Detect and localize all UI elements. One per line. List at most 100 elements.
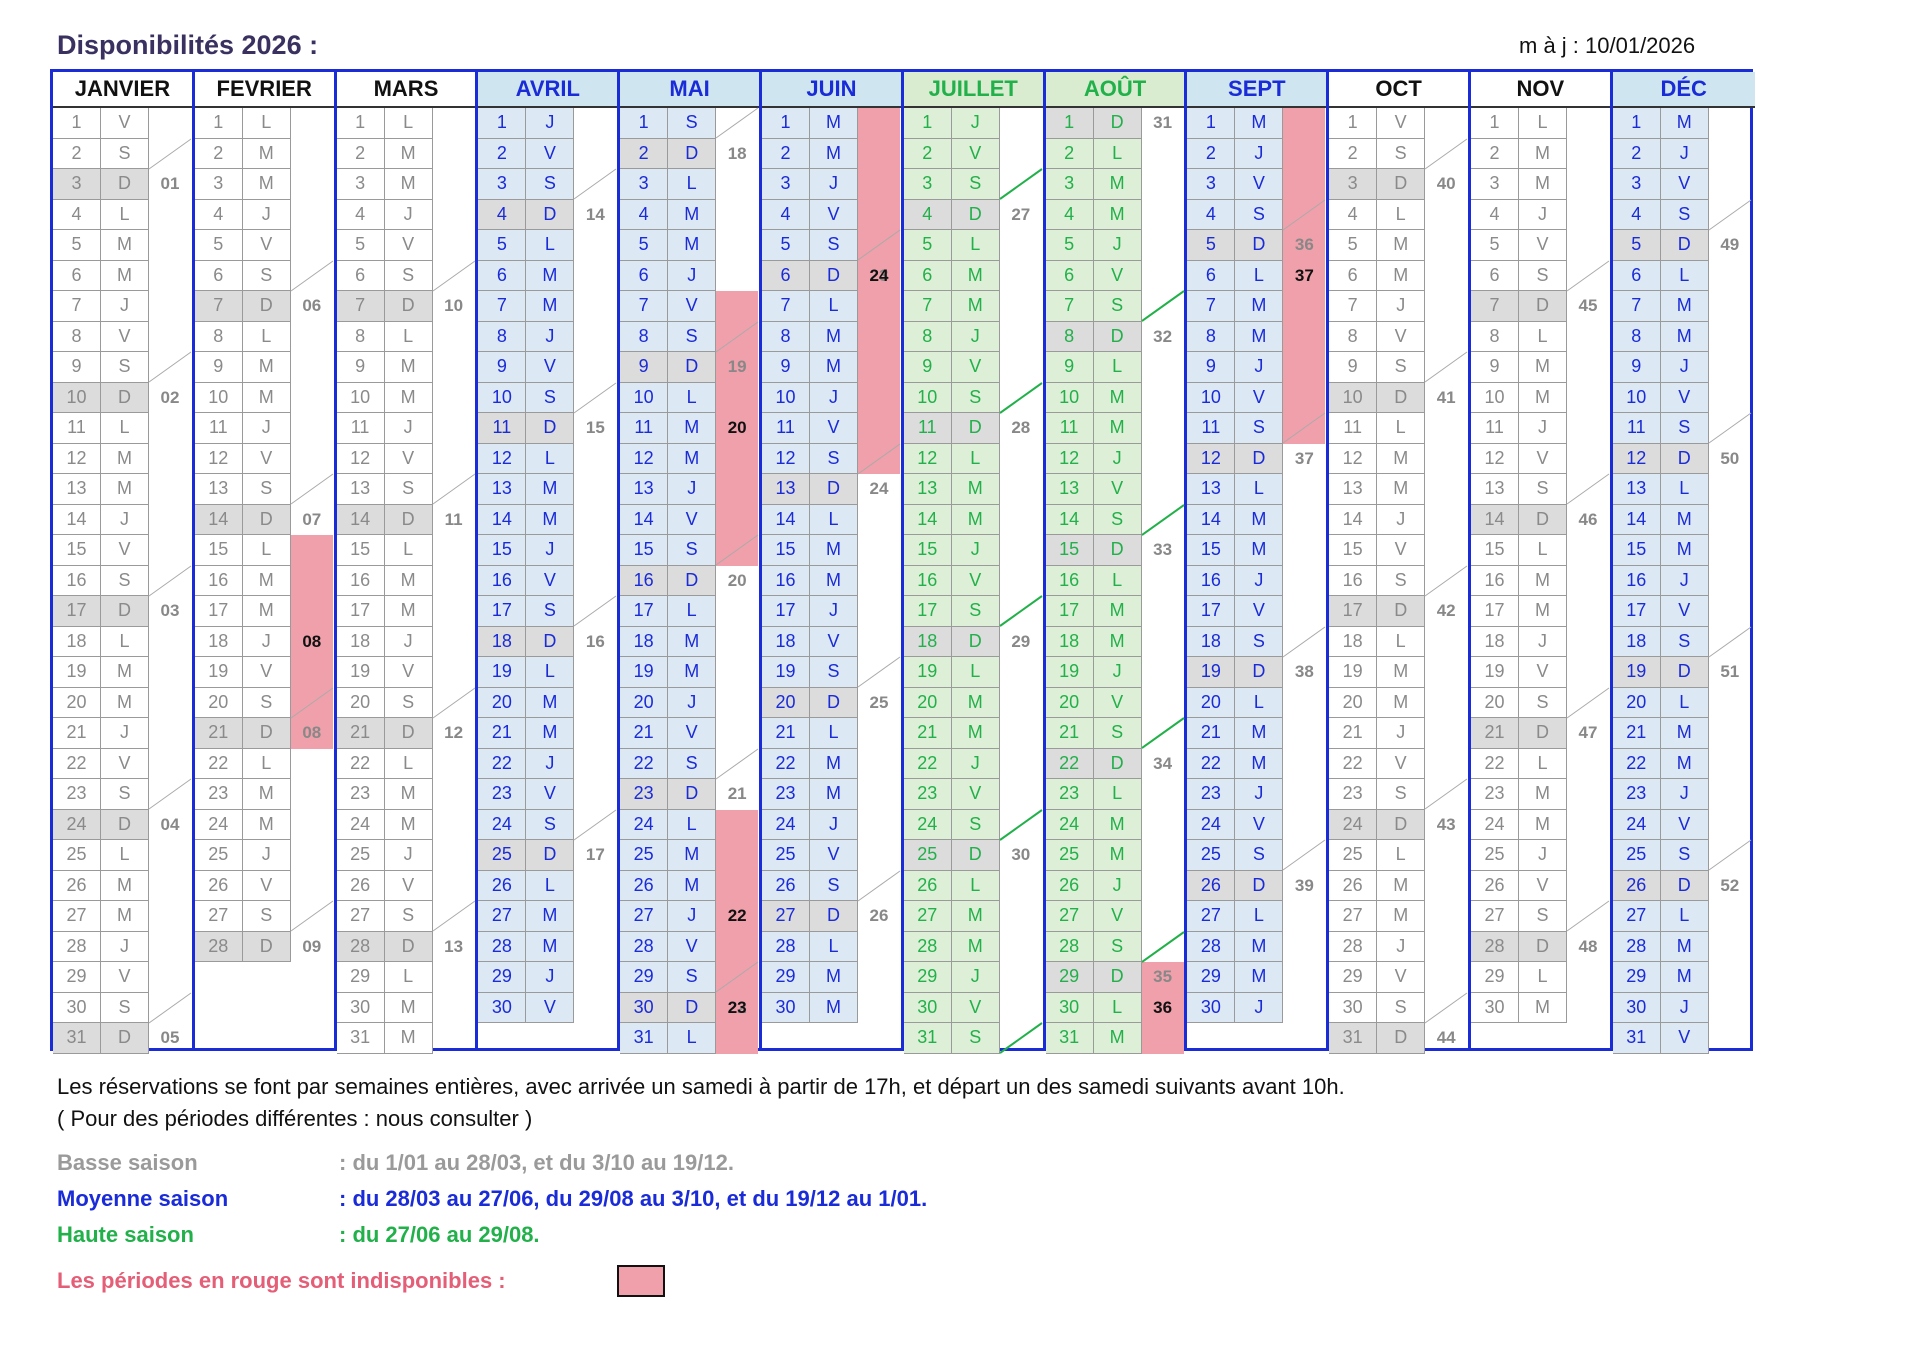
day-row: 19 S: [762, 656, 901, 688]
day-row: 29 D 35: [1045, 962, 1185, 993]
day-row: 13 S: [1471, 473, 1610, 505]
day-letter: D: [1235, 230, 1284, 261]
day-letter: M: [1660, 931, 1709, 962]
day-letter: D: [101, 382, 149, 413]
day-number: 23: [1471, 779, 1519, 810]
saturday-diagonal: [857, 229, 901, 261]
day-number: 26: [194, 870, 243, 901]
week-number: 32: [1153, 326, 1173, 346]
day-number: 15: [478, 535, 527, 566]
unavailable-period: [1283, 108, 1326, 444]
day-row: 26 D 39: [1187, 870, 1326, 901]
day-number: 5: [1612, 230, 1661, 261]
day-letter: M: [384, 138, 433, 169]
day-letter: D: [1377, 1023, 1426, 1054]
day-number: 19: [194, 657, 243, 688]
day-letter: V: [526, 352, 575, 383]
day-number: 2: [1329, 138, 1378, 169]
day-letter: M: [668, 413, 717, 444]
day-row: 24 V: [1187, 809, 1326, 840]
day-row: 28 S: [1045, 930, 1185, 963]
day-letter: M: [1519, 352, 1567, 383]
day-letter: S: [951, 596, 1000, 627]
unavailable-week-label: 37: [1294, 265, 1314, 285]
day-number: 6: [1612, 260, 1661, 291]
day-number: 22: [762, 748, 810, 779]
day-row: 31 L: [620, 1023, 759, 1054]
day-letter: J: [1093, 443, 1142, 474]
day-number: 29: [336, 962, 385, 993]
day-number: 23: [620, 779, 669, 810]
day-number: 17: [478, 596, 527, 627]
day-number: 21: [1187, 718, 1236, 749]
day-letter: J: [526, 321, 575, 352]
day-number: 11: [1471, 413, 1519, 444]
day-number: 16: [1187, 565, 1236, 596]
day-number: 26: [1612, 870, 1661, 901]
day-number: 2: [336, 138, 385, 169]
day-letter: S: [668, 108, 717, 139]
day-row: 27 D 26: [762, 901, 901, 932]
day-letter: S: [1660, 840, 1709, 871]
day-letter: S: [101, 779, 149, 810]
day-number: 20: [1329, 687, 1378, 718]
day-row: 13 S: [336, 473, 476, 505]
day-number: 25: [1045, 840, 1094, 871]
day-number: 2: [1045, 138, 1094, 169]
day-number: 3: [1471, 169, 1519, 200]
month-header: JANVIER: [53, 72, 192, 108]
day-number: 27: [903, 901, 952, 932]
day-letter: J: [810, 596, 858, 627]
day-number: 19: [336, 657, 385, 688]
day-number: 28: [620, 931, 669, 962]
day-number: 6: [903, 260, 952, 291]
day-letter: S: [242, 687, 291, 718]
day-number: 27: [53, 901, 101, 932]
day-letter: L: [1660, 474, 1709, 505]
saturday-diagonal: [574, 595, 617, 627]
day-number: 3: [336, 169, 385, 200]
unavailable-legend-label: Les périodes en rouge sont indisponibles…: [57, 1268, 506, 1293]
day-row: 26 J: [1045, 870, 1185, 901]
day-number: 9: [194, 352, 243, 383]
month-header: FEVRIER: [194, 72, 334, 108]
day-row: 20 S: [194, 687, 334, 718]
day-row: 25 D 17: [478, 840, 617, 871]
day-row: 12 D 50: [1612, 443, 1755, 474]
day-row: 17 V: [1612, 596, 1755, 627]
day-letter: M: [1660, 535, 1709, 566]
day-number: 9: [1612, 352, 1661, 383]
day-letter: V: [1660, 382, 1709, 413]
day-letter: J: [668, 474, 717, 505]
day-letter: V: [810, 626, 858, 657]
day-letter: S: [1235, 840, 1284, 871]
day-number: 13: [194, 474, 243, 505]
week-number: 07: [302, 509, 322, 529]
day-letter: L: [526, 657, 575, 688]
day-row: 10 D 41: [1329, 382, 1468, 413]
day-number: 25: [1329, 840, 1378, 871]
day-letter: D: [526, 626, 575, 657]
day-number: 7: [1471, 291, 1519, 322]
day-row: 25 M: [620, 840, 759, 871]
day-number: 8: [336, 321, 385, 352]
day-number: 4: [1471, 199, 1519, 230]
day-number: 4: [53, 199, 101, 230]
day-row: 29 S: [620, 961, 759, 993]
week-number: 48: [1578, 936, 1598, 956]
day-number: 31: [620, 1023, 669, 1054]
day-row: 15 S: [620, 534, 759, 566]
day-row: 10 J: [762, 382, 901, 413]
day-number: 12: [194, 443, 243, 474]
day-number: 29: [903, 962, 952, 993]
day-number: 26: [53, 870, 101, 901]
